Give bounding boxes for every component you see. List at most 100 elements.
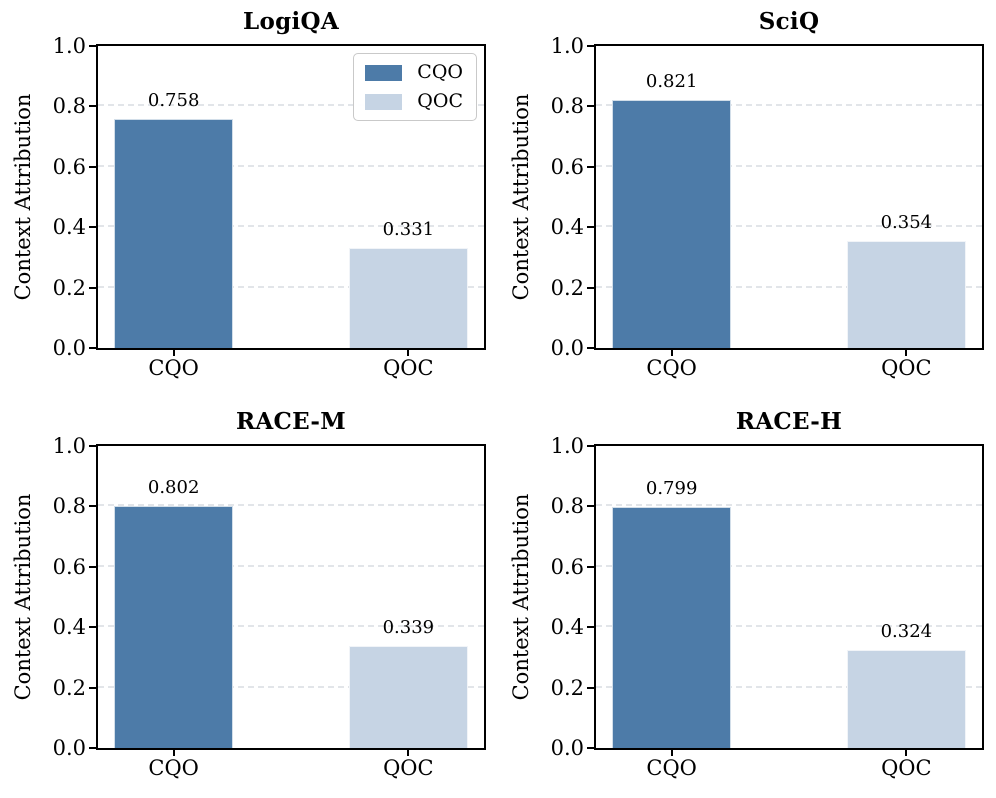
x-tick-label: QOC <box>383 756 434 780</box>
bar-cqo <box>113 119 234 348</box>
y-tick-label: 0.4 <box>550 215 584 240</box>
legend-swatch-cqo <box>365 64 403 81</box>
x-tick-label: CQO <box>646 756 697 780</box>
chart-title: RACE-H <box>735 408 843 435</box>
y-tick-mark <box>89 505 96 508</box>
x-tick-mark <box>172 350 175 356</box>
y-tick-mark <box>587 565 594 568</box>
plot-area: 0.802 0.339 <box>96 444 486 750</box>
y-tick-label: 0.0 <box>52 736 86 760</box>
y-tick-mark <box>587 505 594 508</box>
y-tick-label: 0.0 <box>550 736 584 760</box>
y-tick-label: 0.2 <box>52 675 86 700</box>
chart-panel-race-h: RACE-H Context Attribution 0.799 0.324 1.… <box>498 400 996 798</box>
y-tick-label: 0.6 <box>550 554 584 579</box>
y-tick-mark <box>587 165 594 168</box>
gridline <box>98 685 484 688</box>
y-tick-mark <box>89 105 96 108</box>
y-tick-mark <box>587 105 594 108</box>
x-tick-label: CQO <box>148 356 199 380</box>
legend-label-qoc: QOC <box>417 90 463 112</box>
chart-panel-logiqa: LogiQA Context Attribution CQO QOC 0.758… <box>0 0 498 398</box>
x-tick-mark <box>407 350 410 356</box>
legend-swatch-qoc <box>365 93 403 110</box>
bar-value-label: 0.802 <box>147 476 200 498</box>
legend: CQO QOC <box>353 53 477 121</box>
x-tick-label: QOC <box>383 356 434 380</box>
x-tick-mark <box>670 750 673 756</box>
chart-title: LogiQA <box>242 8 339 35</box>
x-tick-label: CQO <box>148 756 199 780</box>
y-tick-label: 1.0 <box>550 434 584 458</box>
gridline <box>98 625 484 628</box>
gridline <box>98 104 484 107</box>
gridline <box>98 564 484 567</box>
y-tick-mark <box>89 445 96 447</box>
y-tick-mark <box>89 565 96 568</box>
legend-item-qoc: QOC <box>365 92 463 111</box>
y-tick-mark <box>89 286 96 289</box>
y-tick-label: 1.0 <box>52 34 86 58</box>
y-tick-label: 0.0 <box>52 336 86 360</box>
plot-area: 0.821 0.354 <box>594 44 984 350</box>
y-tick-mark <box>89 686 96 689</box>
x-tick-label: CQO <box>646 356 697 380</box>
bar-value-label: 0.799 <box>645 477 698 499</box>
bar-qoc <box>846 650 967 748</box>
y-tick-mark <box>587 45 594 47</box>
bar-qoc <box>846 241 967 348</box>
bar-value-label: 0.324 <box>880 621 933 643</box>
y-tick-mark <box>89 45 96 47</box>
bar-qoc <box>348 645 469 748</box>
gridline <box>596 104 982 107</box>
x-tick-mark <box>407 750 410 756</box>
bar-value-label: 0.354 <box>880 212 933 234</box>
y-tick-label: 0.8 <box>52 494 86 519</box>
gridline <box>596 285 982 288</box>
bar-value-label: 0.331 <box>382 219 435 241</box>
chart-title: RACE-M <box>235 408 347 435</box>
y-tick-label: 0.2 <box>550 675 584 700</box>
y-tick-mark <box>89 226 96 229</box>
chart-panel-race-m: RACE-M Context Attribution 0.802 0.339 1.… <box>0 400 498 798</box>
y-tick-mark <box>587 747 594 749</box>
y-tick-label: 0.2 <box>550 275 584 300</box>
gridline <box>596 564 982 567</box>
bar-value-label: 0.339 <box>382 616 435 638</box>
y-tick-label: 0.6 <box>550 154 584 179</box>
x-tick-label: QOC <box>881 356 932 380</box>
y-tick-label: 1.0 <box>550 34 584 58</box>
y-tick-label: 0.8 <box>550 94 584 119</box>
plot-area: CQO QOC 0.758 0.331 <box>96 44 486 350</box>
gridline <box>596 225 982 228</box>
plot-area: 0.799 0.324 <box>594 444 984 750</box>
gridline <box>98 225 484 228</box>
y-tick-mark <box>587 226 594 229</box>
y-tick-label: 1.0 <box>52 434 86 458</box>
bar-cqo <box>611 506 732 748</box>
chart-title: SciQ <box>758 8 820 35</box>
gridline <box>98 504 484 507</box>
gridline <box>98 285 484 288</box>
y-tick-label: 0.8 <box>550 494 584 519</box>
bar-cqo <box>113 505 234 748</box>
gridline <box>596 685 982 688</box>
gridline <box>596 164 982 167</box>
bar-qoc <box>348 248 469 348</box>
x-tick-mark <box>172 750 175 756</box>
legend-item-cqo: CQO <box>365 63 463 82</box>
y-tick-mark <box>89 165 96 168</box>
y-tick-label: 0.2 <box>52 275 86 300</box>
y-tick-mark <box>587 286 594 289</box>
gridline <box>596 625 982 628</box>
gridline <box>98 164 484 167</box>
y-tick-mark <box>587 445 594 447</box>
y-tick-label: 0.6 <box>52 154 86 179</box>
y-tick-label: 0.4 <box>52 615 86 640</box>
bar-cqo <box>611 100 732 348</box>
y-tick-label: 0.4 <box>550 615 584 640</box>
y-tick-mark <box>587 686 594 689</box>
bar-value-label: 0.758 <box>147 90 200 112</box>
x-tick-mark <box>905 350 908 356</box>
y-tick-mark <box>89 347 96 349</box>
